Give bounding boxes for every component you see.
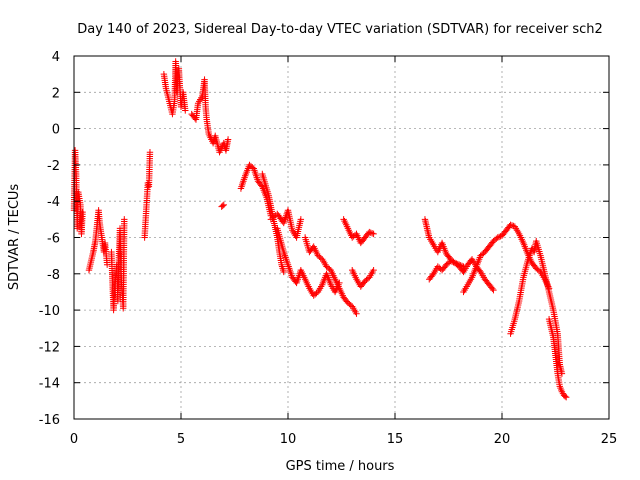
data-point [370, 230, 377, 238]
y-tick-label: 4 [52, 50, 60, 65]
y-axis-label: SDTVAR / TECUs [7, 184, 22, 291]
axis-ticks: 0 5 10 15 20 25 -16 -14 -12 -10 -8 -6 -4 -2 0 2 4 [39, 50, 618, 447]
data-point [489, 285, 496, 292]
data-point [121, 216, 128, 223]
data-point [219, 202, 226, 209]
y-tick-label: -16 [39, 413, 60, 428]
data-point [368, 230, 376, 237]
data-point [508, 222, 516, 229]
y-tick-label: -6 [47, 232, 60, 247]
data-point [561, 393, 569, 400]
y-tick-label: -10 [39, 304, 60, 319]
data-point [224, 136, 232, 143]
data-point [367, 229, 374, 236]
data-point [280, 268, 287, 276]
data-point [448, 258, 456, 265]
data-point [366, 228, 373, 236]
data-point [447, 257, 454, 265]
y-tick-label: -2 [47, 159, 60, 174]
data-point [146, 148, 154, 156]
x-tick-label: 15 [387, 432, 404, 447]
y-tick-label: -14 [39, 377, 60, 392]
x-tick-label: 0 [70, 432, 78, 447]
x-tick-label: 20 [494, 432, 511, 447]
data-point [494, 234, 501, 241]
y-tick-label: -4 [47, 195, 60, 210]
data-point [182, 107, 189, 114]
data-points [70, 58, 570, 401]
x-tick-label: 25 [601, 432, 618, 447]
data-point [353, 310, 360, 317]
x-tick-label: 10 [280, 432, 297, 447]
data-point [267, 216, 275, 223]
data-point [370, 266, 377, 274]
data-point [507, 221, 514, 228]
y-tick-label: 2 [52, 86, 60, 101]
data-point [191, 114, 199, 122]
x-axis-label: GPS time / hours [286, 459, 395, 474]
data-point [495, 233, 503, 241]
data-point [79, 208, 86, 216]
y-tick-label: 0 [52, 123, 60, 138]
y-tick-label: -12 [39, 340, 60, 355]
data-point [269, 214, 276, 222]
x-tick-label: 5 [177, 432, 185, 447]
data-point [297, 216, 305, 223]
data-point [490, 286, 497, 294]
data-point [270, 213, 278, 220]
data-point [563, 394, 570, 401]
y-tick-label: -8 [47, 268, 60, 283]
data-point [220, 201, 227, 209]
chart-title: Day 140 of 2023, Sidereal Day-to-day VTE… [77, 22, 603, 37]
